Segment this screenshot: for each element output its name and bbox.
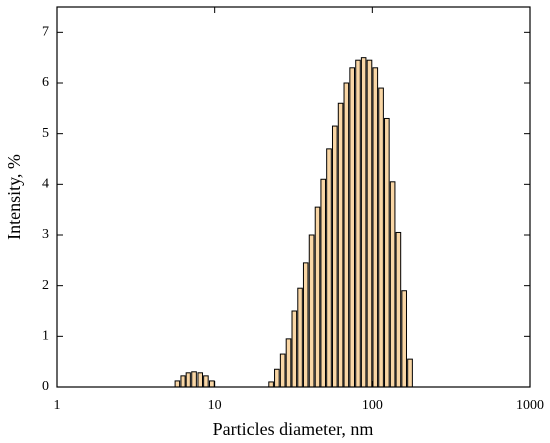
plot-frame xyxy=(56,6,531,388)
y-tick-label: 7 xyxy=(42,25,49,40)
x-tick-label: 1 xyxy=(54,398,61,413)
y-tick-label: 3 xyxy=(42,227,49,242)
bar xyxy=(395,231,402,388)
bar xyxy=(372,67,379,388)
bar xyxy=(180,375,186,388)
bar xyxy=(331,125,338,388)
bar xyxy=(197,372,204,388)
y-tick-label: 6 xyxy=(42,75,49,90)
bar xyxy=(291,310,298,388)
bar xyxy=(378,87,384,388)
y-axis-title: Intensity, % xyxy=(4,154,24,240)
y-tick-label: 5 xyxy=(42,126,49,141)
y-tick-label: 1 xyxy=(42,329,49,344)
bar xyxy=(297,287,303,388)
bar xyxy=(185,372,191,388)
bar xyxy=(308,234,315,388)
x-tick-label: 100 xyxy=(362,398,383,413)
bar xyxy=(366,59,373,388)
bar xyxy=(320,178,326,388)
bar xyxy=(326,148,332,388)
bar xyxy=(274,368,280,388)
bar xyxy=(268,381,274,388)
bar xyxy=(314,206,321,388)
bar xyxy=(343,82,350,388)
bar xyxy=(355,59,361,388)
y-tick-label: 4 xyxy=(42,177,49,192)
bar xyxy=(384,117,390,388)
x-tick-label: 1000 xyxy=(516,398,544,413)
x-tick-label: 10 xyxy=(208,398,222,413)
bar xyxy=(401,290,407,388)
bar xyxy=(285,338,292,388)
bar xyxy=(407,358,413,388)
bar xyxy=(389,181,396,388)
bar xyxy=(208,380,215,388)
x-axis-title: Particles diameter, nm xyxy=(213,419,374,439)
bar xyxy=(349,67,356,388)
y-tick-label: 2 xyxy=(42,278,49,293)
bar xyxy=(337,102,344,388)
bar xyxy=(203,375,209,388)
bar xyxy=(174,380,181,388)
bar xyxy=(360,57,367,388)
bar xyxy=(191,371,197,388)
bar xyxy=(302,262,309,388)
bar xyxy=(279,353,286,388)
y-tick-label: 0 xyxy=(42,379,49,394)
